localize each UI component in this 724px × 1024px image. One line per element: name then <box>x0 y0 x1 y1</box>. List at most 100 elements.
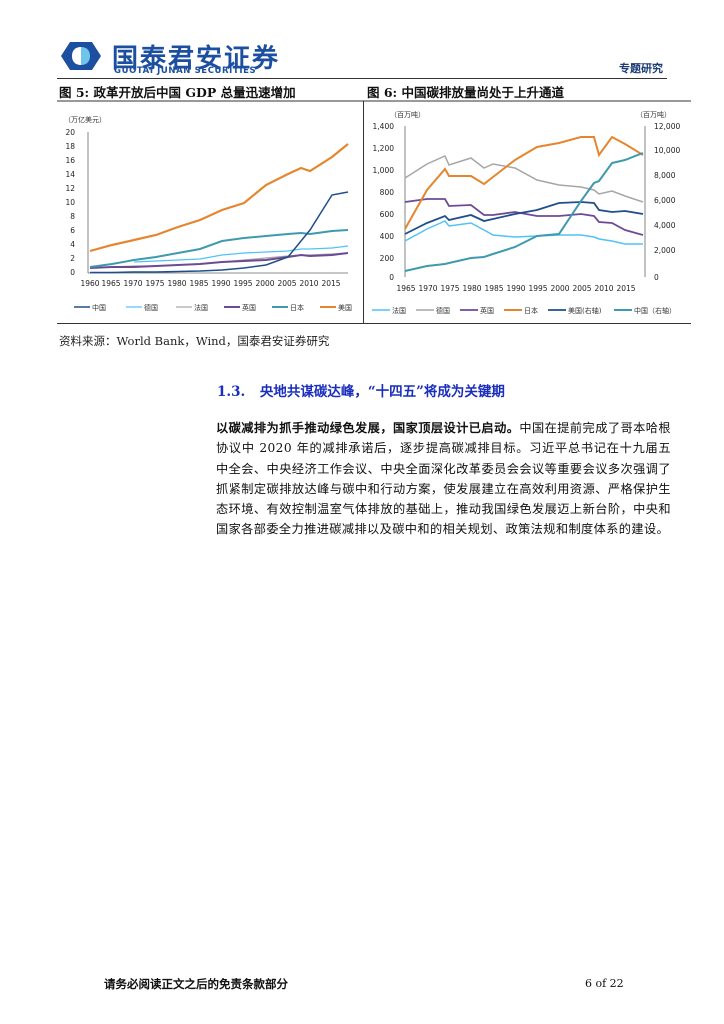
svg-text:1980: 1980 <box>462 284 481 293</box>
svg-text:12,000: 12,000 <box>654 122 680 131</box>
svg-text:14: 14 <box>65 170 75 179</box>
svg-text:12: 12 <box>65 184 75 193</box>
emissions-right-unit: （百万吨） <box>636 110 671 119</box>
svg-text:1965: 1965 <box>101 279 120 288</box>
svg-text:1,400: 1,400 <box>373 122 395 131</box>
svg-text:6: 6 <box>70 226 75 235</box>
svg-text:1975: 1975 <box>145 279 164 288</box>
logo-icon <box>61 42 101 70</box>
figure-source: 资料来源：World Bank，Wind，国泰君安证券研究 <box>59 334 330 348</box>
svg-text:6,000: 6,000 <box>654 196 676 205</box>
gdp-series-china <box>90 191 349 274</box>
svg-text:英国: 英国 <box>242 303 256 312</box>
svg-text:1990: 1990 <box>211 279 230 288</box>
svg-text:2005: 2005 <box>277 279 296 288</box>
svg-text:法国: 法国 <box>392 306 406 315</box>
svg-text:10,000: 10,000 <box>654 146 680 155</box>
svg-text:8: 8 <box>70 212 75 221</box>
svg-text:中国（右轴）: 中国（右轴） <box>634 306 676 315</box>
svg-text:10: 10 <box>65 198 75 207</box>
section-title: 央地共谋碳达峰，“十四五”将成为关键期 <box>259 384 505 400</box>
svg-text:2010: 2010 <box>594 284 613 293</box>
body-paragraph: 以碳减排为抓手推动绿色发展，国家顶层设计已启动。中国在提前完成了哥本哈根协议中 … <box>216 418 671 540</box>
svg-text:1990: 1990 <box>506 284 525 293</box>
svg-text:2010: 2010 <box>299 279 318 288</box>
svg-text:德国: 德国 <box>436 306 450 315</box>
svg-text:1970: 1970 <box>418 284 437 293</box>
emissions-legend: 法国 德国 英国 日本 美国(右轴) 中国（右轴） <box>372 306 676 315</box>
svg-text:2000: 2000 <box>550 284 569 293</box>
gdp-series-germany <box>133 245 349 263</box>
emissions-series-japan <box>404 135 644 230</box>
svg-text:英国: 英国 <box>480 306 494 315</box>
figure-title-rule <box>57 100 691 102</box>
gdp-series-japan <box>89 229 349 268</box>
svg-text:2: 2 <box>70 254 75 263</box>
svg-text:4,000: 4,000 <box>654 221 676 230</box>
svg-text:日本: 日本 <box>290 303 304 312</box>
svg-text:1995: 1995 <box>233 279 252 288</box>
svg-text:0: 0 <box>70 268 75 277</box>
svg-text:0: 0 <box>654 273 659 282</box>
paragraph-bold-lead: 以碳减排为抓手推动绿色发展，国家顶层设计已启动。 <box>216 421 520 435</box>
figure-table-top-rule <box>57 78 667 79</box>
figure-table-bottom-rule <box>57 323 691 324</box>
emissions-x-axis-ticks: 1965 1970 1975 1980 1985 1990 1995 2000 2005 2… <box>396 284 635 293</box>
gdp-x-axis-ticks: 1960 1965 1970 1975 1980 1985 1990 1995 2000 2… <box>80 279 340 288</box>
svg-text:美国: 美国 <box>338 303 352 312</box>
svg-text:德国: 德国 <box>144 303 158 312</box>
svg-text:0: 0 <box>389 273 394 282</box>
emissions-series-usa-right-axis <box>404 201 644 235</box>
gdp-legend: 中国 德国 法国 英国 日本 美国 <box>74 303 352 312</box>
svg-text:8,000: 8,000 <box>654 171 676 180</box>
svg-text:2005: 2005 <box>572 284 591 293</box>
svg-text:2000: 2000 <box>255 279 274 288</box>
emissions-series-france <box>404 220 643 245</box>
svg-text:1985: 1985 <box>484 284 503 293</box>
emissions-left-unit: （百万吨） <box>390 110 425 119</box>
gdp-series-uk <box>89 252 349 269</box>
emissions-series-germany <box>404 155 644 203</box>
footer-disclaimer: 请务必阅读正文之后的免责条款部分 <box>104 977 288 991</box>
svg-text:1960: 1960 <box>80 279 99 288</box>
gdp-series-usa <box>89 143 349 253</box>
svg-text:2015: 2015 <box>616 284 635 293</box>
paragraph-body: 中国在提前完成了哥本哈根协议中 2020 年的减排承诺后，逐步提高碳减排目标。习… <box>216 421 671 537</box>
emissions-left-y-ticks: 1,400 1,200 1,000 800 600 400 200 0 <box>373 122 395 282</box>
emissions-series-china-right-axis <box>404 152 644 272</box>
figure-6-title: 图 6: 中国碳排放量尚处于上升通道 <box>367 85 565 100</box>
page-number: 6 of 22 <box>585 977 624 990</box>
svg-text:1965: 1965 <box>396 284 415 293</box>
logo-english-name: GUOTAI JUNAN SECURITIES <box>114 66 257 76</box>
svg-text:日本: 日本 <box>524 306 538 315</box>
svg-text:1995: 1995 <box>528 284 547 293</box>
section-number: 1.3. <box>217 384 246 400</box>
svg-text:1975: 1975 <box>440 284 459 293</box>
svg-text:1985: 1985 <box>189 279 208 288</box>
svg-text:法国: 法国 <box>194 303 208 312</box>
header: 国泰君安证券 GUOTAI JUNAN SECURITIES 专题研究 <box>0 0 724 80</box>
svg-text:中国: 中国 <box>92 303 106 312</box>
section-heading: 1.3. 央地共谋碳达峰，“十四五”将成为关键期 <box>217 380 505 400</box>
svg-text:16: 16 <box>65 156 75 165</box>
svg-text:200: 200 <box>380 254 395 263</box>
gdp-unit-label: （万亿美元） <box>64 115 106 124</box>
svg-text:18: 18 <box>65 142 75 151</box>
svg-text:20: 20 <box>65 128 75 137</box>
svg-text:2015: 2015 <box>321 279 340 288</box>
emissions-right-y-ticks: 12,000 10,000 8,000 6,000 4,000 2,000 0 <box>654 122 680 282</box>
figure-5-title: 图 5: 政革开放后中国 GDP 总量迅速增加 <box>59 85 296 100</box>
emissions-line-chart: （百万吨） （百万吨） 1,400 1,200 1,000 800 600 400 20… <box>372 110 680 315</box>
svg-text:1,200: 1,200 <box>373 144 395 153</box>
svg-text:800: 800 <box>380 188 395 197</box>
svg-text:400: 400 <box>380 232 395 241</box>
report-type: 专题研究 <box>619 62 663 75</box>
svg-text:1980: 1980 <box>167 279 186 288</box>
svg-text:2,000: 2,000 <box>654 246 676 255</box>
emissions-series-uk <box>404 198 644 236</box>
svg-text:1,000: 1,000 <box>373 166 395 175</box>
svg-text:4: 4 <box>70 240 75 249</box>
svg-text:1970: 1970 <box>123 279 142 288</box>
